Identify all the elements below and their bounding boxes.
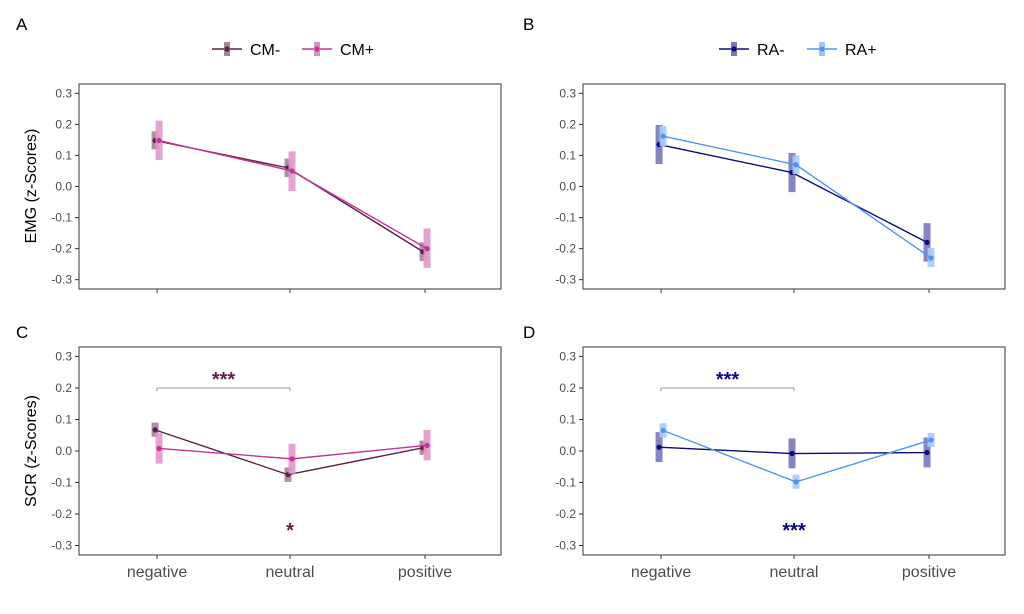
significance-bracket: [156, 387, 291, 391]
data-point: [924, 449, 930, 456]
legend-point: [819, 46, 825, 52]
panel-letter: A: [16, 15, 28, 34]
panel-letter: D: [523, 323, 535, 342]
x-category-label: positive: [902, 564, 956, 581]
legend-item: CM-: [212, 42, 280, 59]
significance-label: ***: [212, 369, 236, 391]
data-point: [793, 479, 799, 485]
data-point: [793, 162, 799, 168]
y-tick-label: 0.1: [55, 148, 72, 162]
y-tick-label: 0.0: [55, 180, 72, 194]
legend-label: RA-: [757, 42, 785, 59]
y-tick-label: 0.3: [559, 349, 576, 363]
y-tick-label: -0.1: [555, 211, 576, 225]
y-tick-label: 0.2: [55, 381, 72, 395]
legend-item: CM+: [302, 42, 374, 59]
panel-c: C -0.3 -0.2 -0.1 0.0 0.1 0.2 0.3 negative neutral…: [16, 323, 502, 581]
significance-label: ***: [716, 369, 740, 391]
panel-b: B -0.3 -0.2 -0.1 0.0 0.1 0.2 0.3 RA- RA+: [523, 15, 1006, 293]
y-tick-label: 0.2: [559, 381, 576, 395]
series-ra: [659, 125, 935, 268]
x-category-label: positive: [398, 564, 452, 581]
series-cm: [151, 131, 427, 262]
y-axis-title: SCR (z-Scores): [23, 395, 40, 507]
x-category-label: neutral: [770, 564, 819, 581]
y-tick-label: 0.3: [55, 349, 72, 363]
data-point: [924, 239, 930, 246]
y-axis-title: EMG (z-Scores): [23, 129, 40, 244]
significance-label: *: [286, 520, 294, 542]
y-tick-label: 0.2: [559, 117, 576, 131]
panel-letter: B: [523, 15, 534, 34]
y-tick-label: 0.2: [55, 117, 72, 131]
data-point: [156, 445, 162, 452]
y-tick-label: 0.1: [559, 148, 576, 162]
data-point: [660, 133, 666, 139]
significance-bracket: [660, 387, 795, 391]
y-tick-label: -0.3: [51, 273, 72, 287]
y-tick-label: 0.0: [559, 180, 576, 194]
y-tick-label: -0.2: [555, 242, 576, 256]
legend-point: [314, 46, 320, 52]
data-point: [660, 427, 666, 434]
y-tick-label: -0.3: [51, 539, 72, 553]
legend-item: RA+: [807, 42, 877, 59]
panel-letter: C: [16, 323, 28, 342]
series-cm: [155, 120, 431, 268]
x-category-label: negative: [127, 564, 188, 581]
legend-label: CM+: [340, 42, 374, 59]
data-point: [156, 137, 162, 144]
data-point: [289, 168, 295, 174]
data-point: [928, 255, 934, 261]
series-ra: [655, 432, 931, 469]
legend-label: RA+: [845, 42, 877, 59]
legend: CM- CM+: [212, 42, 374, 59]
series-line: [662, 429, 932, 483]
significance-label: ***: [782, 520, 806, 542]
data-point: [928, 437, 934, 443]
data-point: [424, 246, 430, 252]
y-tick-label: 0.1: [55, 412, 72, 426]
data-point: [789, 450, 795, 457]
series-ra: [659, 423, 935, 489]
y-tick-label: -0.1: [51, 211, 72, 225]
panel-a: A -0.3 -0.2 -0.1 0.0 0.1 0.2 0.3 EMG (z-Scores) C…: [16, 15, 502, 293]
legend: RA- RA+: [719, 42, 877, 59]
legend-label: CM-: [250, 42, 280, 59]
data-point: [152, 427, 158, 433]
data-point: [424, 442, 430, 448]
y-tick-label: -0.1: [51, 476, 72, 490]
series-cm: [155, 429, 431, 474]
panel-d: D -0.3 -0.2 -0.1 0.0 0.1 0.2 0.3 negative neutral…: [523, 323, 1006, 581]
y-tick-label: -0.1: [555, 476, 576, 490]
legend-item: RA-: [719, 42, 785, 59]
x-category-label: negative: [631, 564, 692, 581]
legend-point: [731, 46, 737, 52]
legend-point: [224, 46, 230, 52]
y-tick-label: -0.3: [555, 539, 576, 553]
y-tick-label: -0.2: [51, 242, 72, 256]
y-tick-label: -0.3: [555, 273, 576, 287]
y-tick-label: -0.2: [51, 507, 72, 521]
y-tick-label: 0.3: [559, 86, 576, 100]
data-point: [656, 444, 662, 450]
y-tick-label: -0.2: [555, 507, 576, 521]
y-tick-label: 0.0: [559, 444, 576, 458]
y-tick-label: 0.0: [55, 444, 72, 458]
series-ra: [655, 125, 931, 262]
x-category-label: neutral: [266, 564, 315, 581]
y-tick-label: 0.1: [559, 412, 576, 426]
data-point: [289, 456, 295, 462]
y-tick-label: 0.3: [55, 86, 72, 100]
